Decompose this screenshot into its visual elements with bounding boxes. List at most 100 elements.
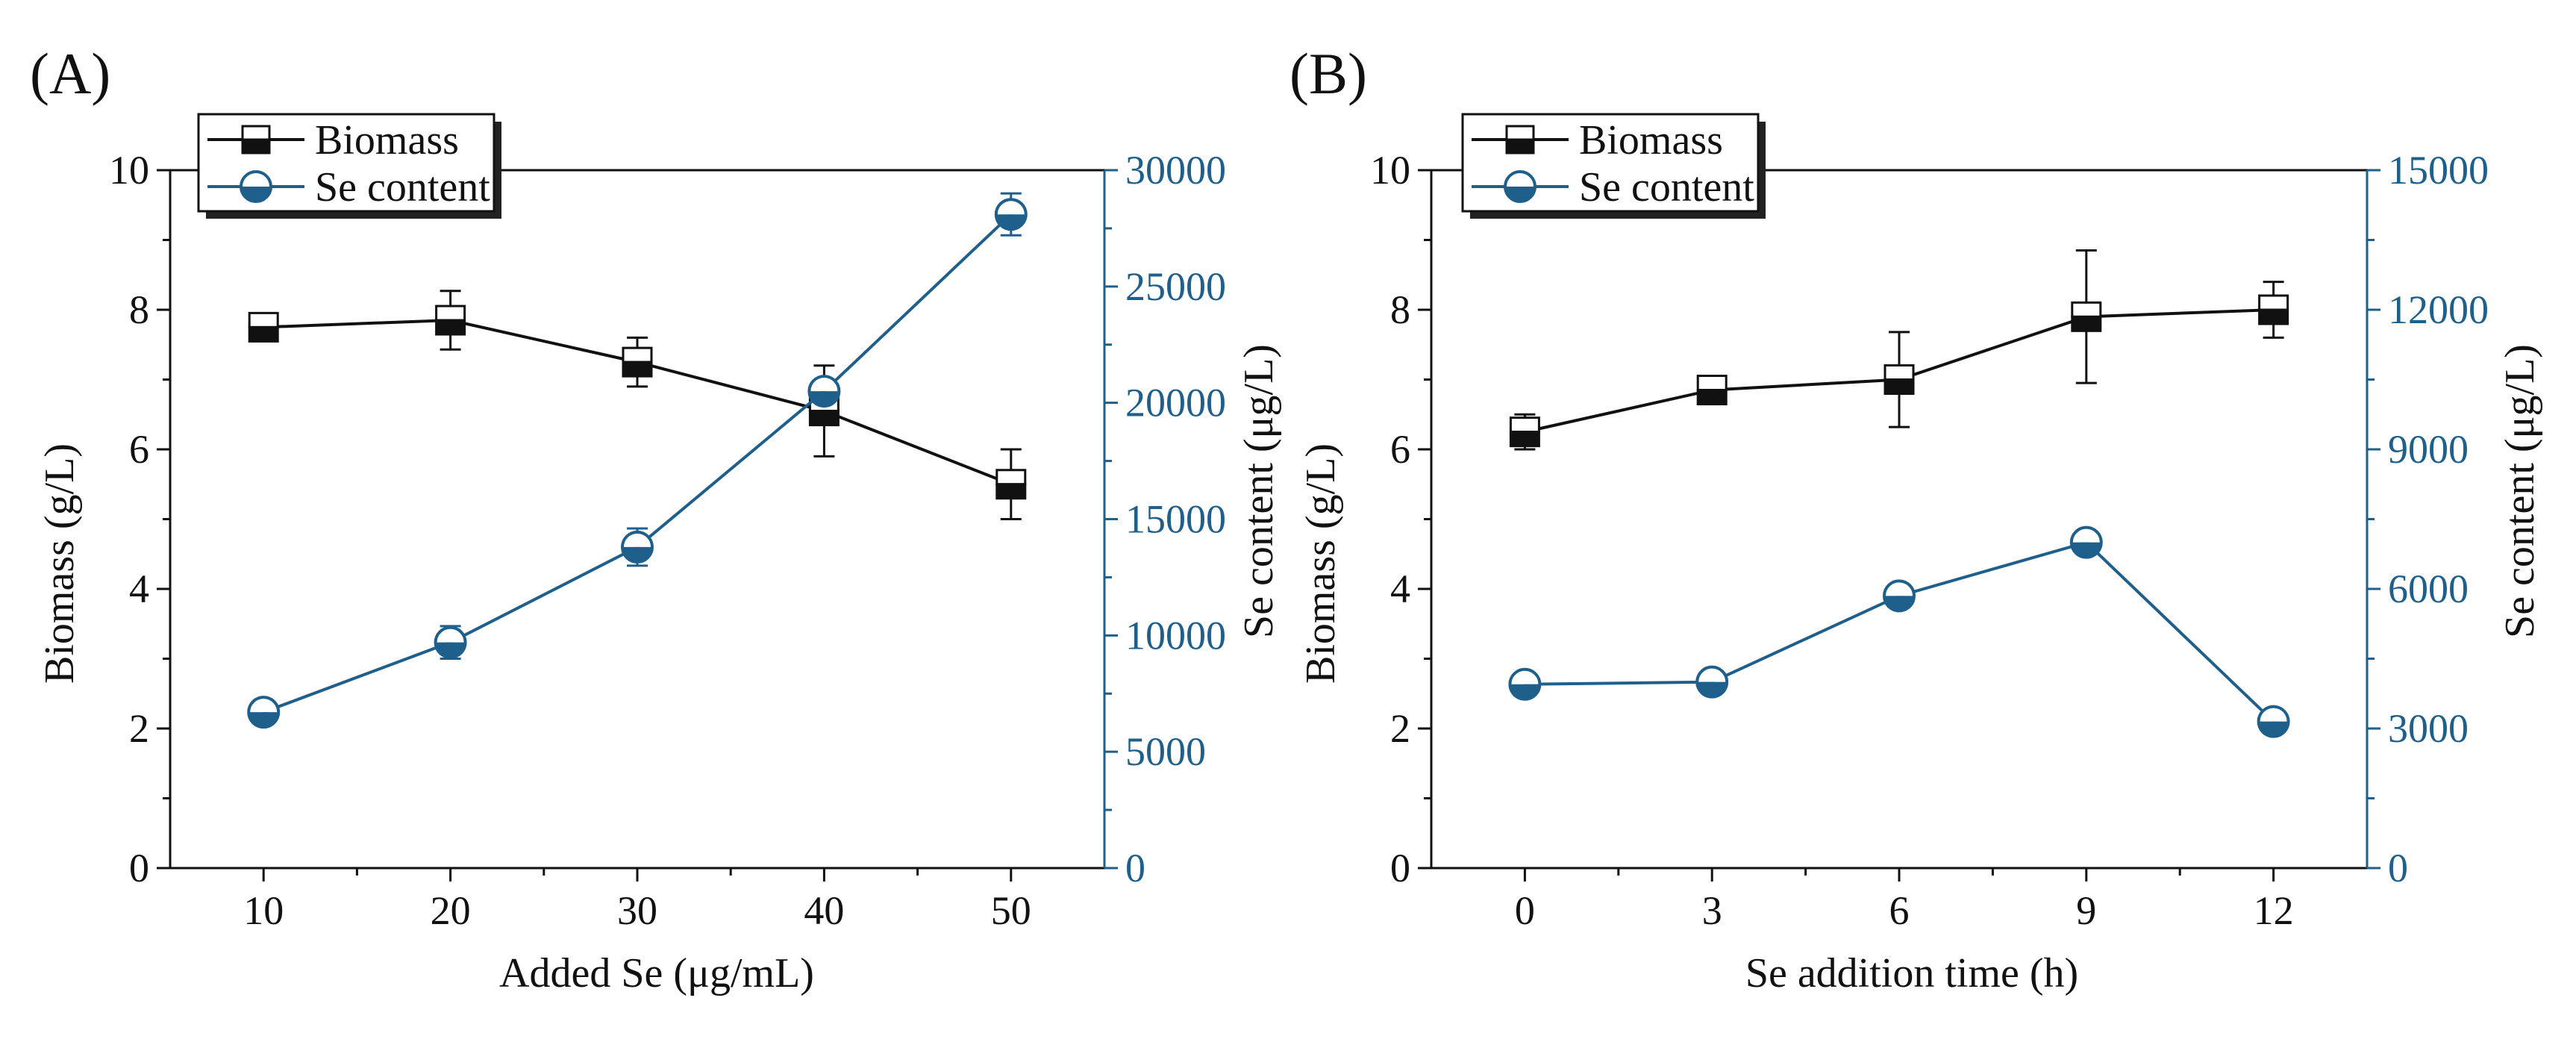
panel-a-se-content-point	[434, 625, 467, 659]
panel-a-left-axis-title: Biomass (g/L)	[37, 443, 83, 684]
panel-a-right-tick-label: 0	[1125, 846, 1145, 890]
panel-a-right-tick-label: 30000	[1125, 148, 1226, 193]
panel-a-axes: 0 2 4 6 8 10 0 5000 10000 15000 20000 25000 30000 10 2…	[109, 148, 1226, 933]
panel-a-se-content-point	[247, 696, 281, 729]
panel-a-se-content-point	[994, 198, 1028, 231]
panel-b-biomass-point	[2258, 294, 2289, 325]
panel-a-legend-se-marker	[240, 170, 272, 203]
panel-b-legend: Biomass Se content	[1461, 113, 1766, 219]
panel-a-legend-se-circle-bottom	[241, 187, 271, 202]
panel-a-right-tick-label: 10000	[1125, 613, 1226, 658]
panel-a-se-content-point-bottom	[622, 546, 652, 562]
panel-b-legend-biomass-marker	[1505, 125, 1535, 155]
panel-b-left-tick-label: 10	[1370, 148, 1410, 193]
panel-a-se-content-point-top	[995, 199, 1026, 215]
panel-a-se-content-point-top	[435, 627, 466, 643]
panel-b-legend-biomass-square-bottom	[1505, 138, 1535, 155]
panel-b-biomass-point-bottom	[2258, 308, 2289, 325]
panel-b-legend-se-circle	[1504, 170, 1536, 203]
panel-b-legend-se-circle-ring	[1504, 170, 1536, 203]
panel-b-se-content-point-bottom	[2071, 542, 2101, 558]
panel-a-se-content-point-ring	[807, 375, 841, 408]
panel-b-x-tick-label: 3	[1702, 888, 1722, 933]
panel-a-biomass-series	[248, 290, 1027, 520]
panel-b-right-tick-label: 0	[2388, 846, 2408, 890]
panel-a-se-content-point	[621, 530, 654, 564]
panel-b-se-content-point	[1695, 665, 1729, 699]
panel-b-se-content-point-ring	[2257, 705, 2290, 738]
panel-a-se-content-point-top	[809, 376, 840, 392]
panel-b-x-tick-label: 12	[2254, 888, 2294, 933]
panel-a-se-content-point-bottom	[435, 642, 466, 658]
panel-a-se-content-point-ring	[434, 625, 467, 659]
panel-a-se-content-point-top	[248, 697, 279, 713]
panel-b-se-content-point-top	[2071, 527, 2101, 543]
panel-a-biomass-point-top	[248, 311, 279, 328]
panel-a-x-tick-label: 40	[804, 888, 844, 933]
panel-a-x-tick-label: 30	[617, 888, 657, 933]
panel-b-se-content-point	[2257, 705, 2290, 738]
panel-a-se-content-point-bottom	[248, 712, 279, 728]
panel-a-x-tick-label: 10	[243, 888, 284, 933]
panel-b-se-content-point-ring	[1883, 579, 1916, 613]
panel-b-right-tick-label: 3000	[2388, 706, 2469, 751]
panel-a-biomass-point-top	[622, 346, 653, 364]
panel-a-biomass-point-bottom	[248, 325, 279, 343]
panel-a-se-content-line	[263, 213, 1013, 714]
panel-b-se-content-point-bottom	[1697, 681, 1728, 697]
panel-b-biomass-point-bottom	[1509, 431, 1540, 448]
panel-b-biomass-series	[1509, 249, 2289, 451]
panel-a-right-tick-label: 25000	[1125, 264, 1226, 309]
panel-b-biomass-point-top	[1509, 416, 1540, 434]
panel-a-se-content-point	[807, 375, 841, 408]
panel-b-biomass-point	[1696, 375, 1728, 406]
panel-a-se-content-point-ring	[621, 530, 654, 564]
panel-a-left-tick-label: 10	[109, 148, 149, 193]
panel-b-se-content-point-bottom	[1510, 684, 1540, 699]
panel-b-right-axis-title: Se content (μg/L)	[2497, 344, 2543, 638]
panel-b-se-content-line	[1525, 540, 2275, 723]
panel-a-right-tick-label: 20000	[1125, 381, 1226, 425]
panel-a-label: (A)	[30, 41, 110, 106]
panel-b-se-content-series	[1508, 525, 2290, 738]
panel-b-left-tick-label: 2	[1390, 706, 1410, 751]
panel-b-right-tick-label: 9000	[2388, 427, 2469, 472]
panel-b-biomass-point	[2071, 301, 2102, 332]
panel-b-biomass-point-top	[1696, 375, 1728, 392]
panel-a-legend-biomass-square	[241, 125, 271, 155]
panel-b-biomass-point-bottom	[1696, 389, 1728, 406]
panel-a-legend-biomass-square-bottom	[241, 138, 271, 155]
panel-a-legend-se-circle	[240, 170, 272, 203]
panel-a-left-tick-label: 6	[129, 427, 149, 472]
panel-b-biomass-point	[1883, 364, 1915, 395]
panel-a-biomass-point-bottom	[622, 361, 653, 378]
panel-a-legend-biomass-marker	[241, 125, 271, 155]
panel-a-x-tick-label: 50	[991, 888, 1031, 933]
panel-a-se-content-point-ring	[247, 696, 281, 729]
panel-b-right-tick-label: 6000	[2388, 567, 2469, 611]
panel-a-se-content-series	[247, 192, 1028, 729]
panel-b-x-tick-label: 0	[1515, 888, 1535, 933]
panel-a-right-axis-title: Se content (μg/L)	[1236, 344, 1282, 638]
panel-a: (A) 0 2 4 6 8 10 0 5000 10000 15000 20000 25000 3000…	[30, 41, 1282, 996]
panel-a-right-tick-label: 15000	[1125, 497, 1226, 542]
panel-a-left-tick-label: 0	[129, 846, 149, 890]
panel-b-axes: 0 2 4 6 8 10 0 3000 6000 9000 12000 15000 0 3 6 9 12	[1370, 148, 2489, 933]
panel-b-se-content-point-top	[1697, 667, 1728, 682]
panel-b-x-tick-label: 9	[2076, 888, 2096, 933]
panel-b: (B) 0 2 4 6 8 10 0 3000 6000 9000 12000 15000 0 3 6 9 12…	[1289, 41, 2543, 996]
panel-b-se-content-point-bottom	[2258, 721, 2289, 737]
panel-b-left-tick-label: 6	[1390, 427, 1410, 472]
panel-a-legend-biomass-label: Biomass	[315, 117, 459, 163]
panel-a-biomass-point-top	[435, 305, 466, 322]
panel-a-se-content-point-bottom	[809, 391, 840, 407]
panel-b-legend-se-circle-top	[1505, 172, 1535, 187]
panel-a-biomass-point-bottom	[995, 483, 1027, 500]
panel-b-se-content-point-ring	[1695, 665, 1729, 699]
panel-a-se-content-point-ring	[994, 198, 1028, 231]
panel-b-right-tick-label: 12000	[2388, 287, 2489, 332]
panel-a-legend-biomass-square-top	[241, 125, 271, 141]
panel-b-legend-biomass-square	[1505, 125, 1535, 155]
panel-b-left-tick-label: 0	[1390, 846, 1410, 890]
